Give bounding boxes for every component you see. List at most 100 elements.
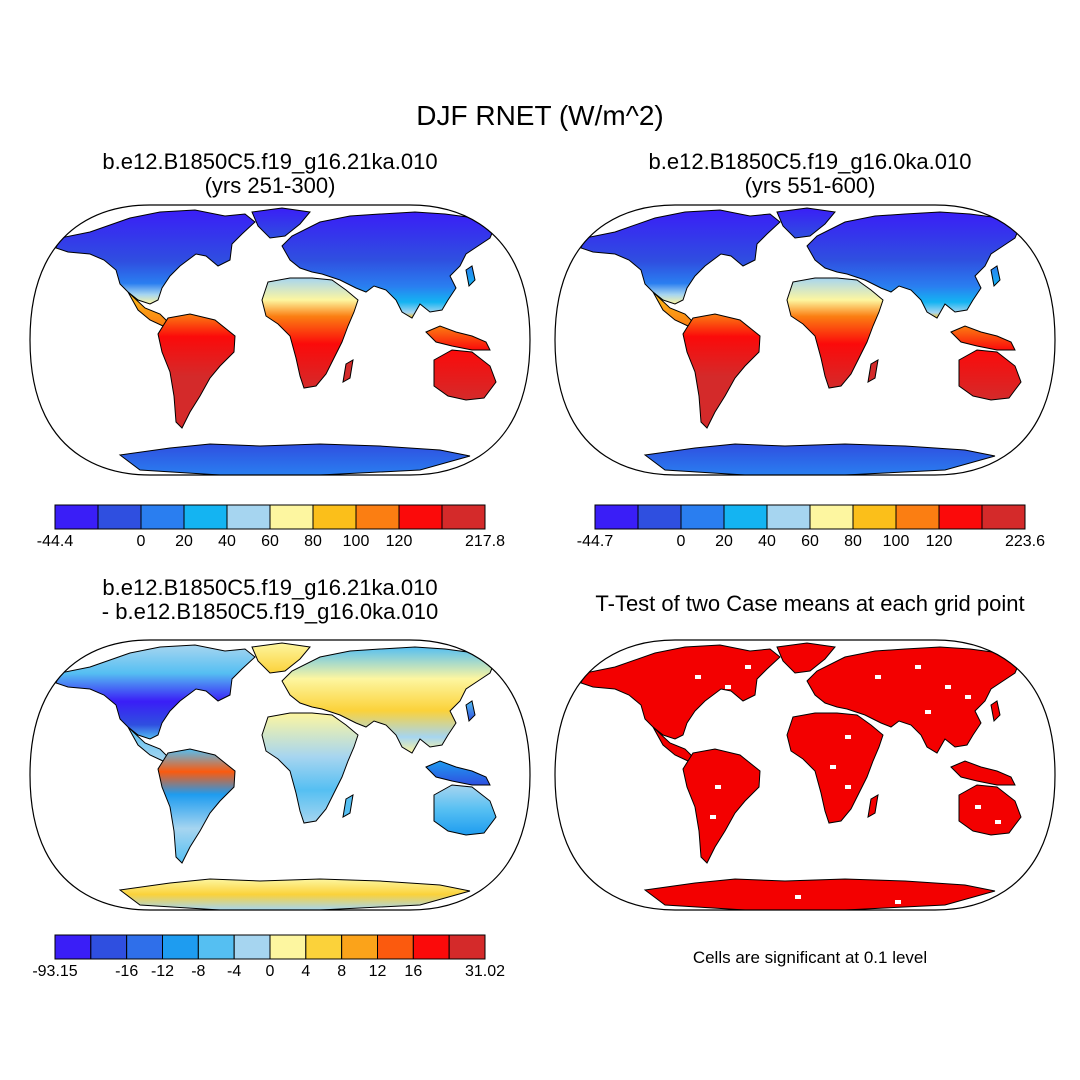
map-ttest-nonsignificant-cell [875,675,881,679]
map-difference-eurasia [281,646,496,754]
colorbar-0ka-tick-label: 0 [677,533,686,550]
colorbar-0ka-tick-label: 223.6 [1005,533,1045,550]
colorbar-difference-tick-label: 0 [266,963,275,980]
map-ttest-nonsignificant-cell [895,900,901,904]
colorbar-difference-tick-label: -93.15 [32,963,77,980]
colorbar-0ka-tick-label: 20 [715,533,733,550]
colorbar-21ka-tick-label: 40 [218,533,236,550]
map-0ka-japan [990,265,1001,288]
map-0ka-greenland [776,207,836,239]
map-21ka-africa [261,277,359,389]
map-difference-antarctica [118,878,471,910]
map-ttest-australia [958,784,1022,836]
colorbar-21ka-tick-label: 60 [261,533,279,550]
map-0ka-australia [958,349,1022,401]
colorbar-21ka-swatch [54,504,99,530]
colorbar-difference-tick-label: -12 [151,963,174,980]
map-difference-samerica [157,748,236,864]
map-21ka [29,204,531,476]
map-ttest-samerica [682,748,761,864]
colorbar-21ka-tick-label: 217.8 [465,533,505,550]
colorbar-difference-swatch [305,934,343,960]
colorbar-difference-swatch [341,934,378,960]
map-21ka-japan [465,265,476,288]
colorbar-21ka-swatch [312,504,357,530]
colorbar-21ka-tick-label: 20 [175,533,193,550]
map-ttest-seasia [950,760,1016,786]
panel3-title-line1: b.e12.B1850C5.f19_g16.21ka.010 [102,575,438,600]
colorbar-21ka-swatch [398,504,443,530]
colorbar-0ka-tick-label: 60 [801,533,819,550]
map-21ka-samerica [157,313,236,429]
colorbar-difference-swatch [54,934,92,960]
colorbar-0ka-swatch [809,504,854,530]
colorbar-difference-swatch [197,934,235,960]
colorbar-difference: -93.15 -16 -12 -8 -4 0 4 8 12 16 31.02 [32,934,505,980]
colorbar-21ka-tick-label: -44.4 [37,533,74,550]
colorbar-0ka-swatch [981,504,1026,530]
colorbar-0ka-tick-label: 80 [844,533,862,550]
map-ttest-nonsignificant-cell [925,710,931,714]
map-0ka-antarctica [643,443,996,475]
colorbar-0ka-tick-label: 120 [926,533,953,550]
map-ttest-nonsignificant-cell [965,695,971,699]
colorbar-21ka-tick-label: 80 [304,533,322,550]
colorbar-21ka-tick-label: 0 [137,533,146,550]
map-0ka-samerica [682,313,761,429]
colorbar-21ka-swatch [183,504,228,530]
colorbar-difference-swatch [90,934,128,960]
map-ttest-nonsignificant-cell [975,805,981,809]
map-ttest-nonsignificant-cell [695,675,701,679]
panel4-title: T-Test of two Case means at each grid po… [595,591,1025,616]
colorbar-0ka-swatch [852,504,897,530]
map-ttest-greenland [776,642,836,674]
colorbar-0ka-tick-label: 40 [758,533,776,550]
map-21ka-madagascar [342,359,354,383]
colorbar-21ka: -44.4 0 20 40 60 80 100 120 217.8 [37,504,505,550]
panel1-title: b.e12.B1850C5.f19_g16.21ka.010 (yrs 251-… [40,150,500,198]
map-difference-madagascar [342,794,354,818]
colorbar-difference-tick-label: -8 [191,963,205,980]
map-ttest-antarctica [643,878,996,910]
map-difference-namerica [55,644,256,740]
map-21ka-eurasia [281,211,496,319]
colorbar-difference-tick-label: 16 [404,963,422,980]
colorbar-difference-tick-label: 8 [337,963,346,980]
map-ttest-nonsignificant-cell [945,685,951,689]
colorbar-difference-tick-label: 4 [301,963,310,980]
colorbar-0ka-swatch [938,504,983,530]
map-ttest-nonsignificant-cell [715,785,721,789]
map-difference [29,639,531,911]
map-21ka-australia [433,349,497,401]
panel3-title: b.e12.B1850C5.f19_g16.21ka.010 - b.e12.B… [40,576,500,624]
colorbar-0ka-tick-label: 100 [883,533,910,550]
map-ttest-nonsignificant-cell [725,685,731,689]
colorbar-difference-swatch [412,934,450,960]
colorbar-difference-swatch [162,934,199,960]
map-21ka-antarctica [118,443,471,475]
map-0ka [554,204,1056,476]
map-21ka-namerica [55,209,256,305]
map-21ka-map-border [29,204,531,476]
map-difference-australia [433,784,497,836]
colorbar-21ka-swatch [269,504,314,530]
map-21ka-greenland [251,207,311,239]
map-21ka-seasia [425,325,491,351]
panel2-title-line1: b.e12.B1850C5.f19_g16.0ka.010 [648,149,972,174]
panel3-title-line2: - b.e12.B1850C5.f19_g16.0ka.010 [101,599,439,624]
map-0ka-eurasia [806,211,1021,319]
map-ttest-nonsignificant-cell [845,785,851,789]
colorbar-0ka-swatch [680,504,725,530]
colorbar-0ka-swatch [895,504,940,530]
colorbar-21ka-swatch [140,504,185,530]
colorbar-21ka-swatch [355,504,400,530]
colorbar-21ka-swatch [226,504,271,530]
map-difference-greenland [251,642,311,674]
colorbar-21ka-swatch [97,504,142,530]
map-difference-africa [261,712,359,824]
map-ttest-eurasia [806,646,1021,754]
panel1-title-line1: b.e12.B1850C5.f19_g16.21ka.010 [102,149,438,174]
colorbar-difference-swatch [126,934,163,960]
colorbar-difference-swatch [377,934,414,960]
colorbar-difference-tick-label: 12 [369,963,387,980]
